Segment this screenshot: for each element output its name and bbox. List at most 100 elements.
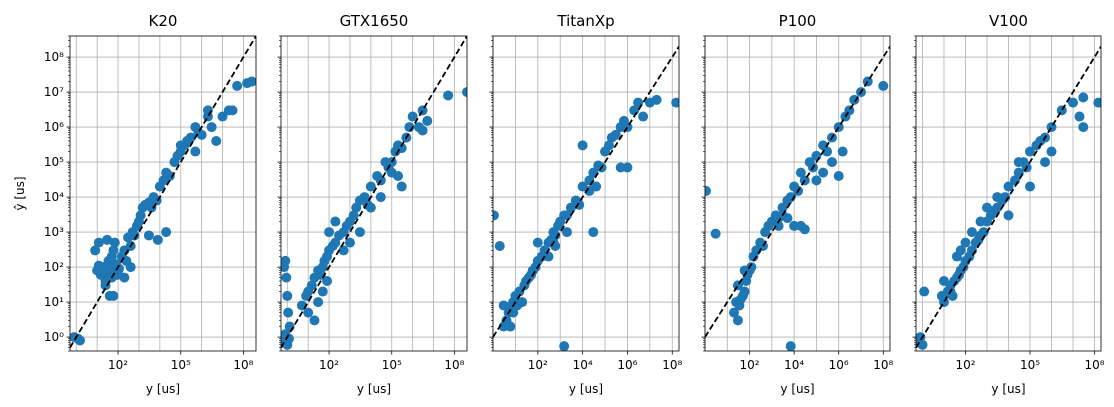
x-tick-label: 10⁶ <box>829 358 849 372</box>
panel-titanxp: 10² 10⁴ 10⁶ 10⁸ TitanXp y [us] <box>489 12 682 396</box>
x-tick-label: 10⁵ <box>171 358 191 372</box>
scatter-point <box>757 241 768 251</box>
x-tick-label: 10² <box>108 358 128 372</box>
panel-k20: 10² 10⁵ 10⁸ 10⁰ 10¹ 10² 10³ 10⁴ 10⁵ 10⁶ 10⁷ 10⁸ ŷ [u… <box>13 12 257 396</box>
scatter-point <box>1046 122 1057 133</box>
scatter-point <box>375 192 386 203</box>
scatter-point <box>417 105 428 116</box>
scatter-point <box>543 251 554 262</box>
scatter-point <box>822 146 833 157</box>
scatter-point <box>1046 146 1057 157</box>
x-tick-label: 10² <box>319 358 339 372</box>
x-axis-label: y [us] <box>780 382 814 396</box>
scatter-point <box>827 157 838 168</box>
axes-frame <box>69 35 257 352</box>
scatter-point <box>517 297 528 308</box>
scatter-point <box>354 227 365 238</box>
scatter-points <box>70 76 256 346</box>
scatter-point <box>74 335 85 346</box>
scatter-point <box>196 129 207 140</box>
scatter-point <box>365 202 376 213</box>
scatter-point <box>710 228 721 239</box>
scatter-point <box>849 94 860 105</box>
chart-title: GTX1650 <box>340 12 409 30</box>
scatter-point <box>739 286 750 297</box>
scatter-point <box>365 181 376 192</box>
scatter-point <box>728 307 739 318</box>
scatter-point <box>919 286 930 297</box>
scatter-point <box>577 140 588 151</box>
scatter-point <box>811 175 822 186</box>
scatter-point <box>494 241 505 251</box>
scatter-point <box>227 105 238 116</box>
scatter-point <box>739 265 750 276</box>
scatter-point <box>306 280 317 291</box>
scatter-point <box>443 90 454 101</box>
y-axis-label: ŷ [us] <box>13 176 27 210</box>
scatter-point <box>1013 157 1024 168</box>
scatter-point <box>108 245 119 256</box>
axes-frame <box>704 35 891 352</box>
scatter-point <box>90 245 101 256</box>
scatter-point <box>493 210 499 221</box>
scatter-point <box>113 263 124 274</box>
scatter-point <box>1003 210 1014 221</box>
chart-title: TitanXp <box>556 12 614 30</box>
x-tick-label: 10⁸ <box>873 358 893 372</box>
scatter-point <box>508 307 519 318</box>
x-tick-label: 10⁴ <box>573 358 593 372</box>
scatter-point <box>202 105 213 116</box>
scatter-point <box>818 167 829 178</box>
scatter-point <box>773 213 784 224</box>
y-tick-label: 10⁴ <box>44 190 64 204</box>
y-tick-label: 10⁶ <box>44 120 64 134</box>
scatter-point <box>143 230 154 241</box>
scatter-point <box>622 122 633 133</box>
scatter-point <box>338 245 349 256</box>
scatter-point <box>1025 181 1036 192</box>
scatter-point <box>108 290 119 301</box>
scatter-point <box>532 237 543 248</box>
scatter-point <box>1078 92 1089 103</box>
scatter-point <box>217 111 228 122</box>
scatter-point <box>396 181 407 192</box>
scatter-point <box>561 227 572 238</box>
scatter-point <box>992 202 1003 213</box>
scatter-point <box>591 181 602 192</box>
scatter-point <box>837 146 848 157</box>
scatter-point <box>917 339 928 350</box>
scatter-point <box>732 315 743 326</box>
scatter-point <box>833 171 844 181</box>
scatter-point <box>129 230 140 241</box>
scatter-point <box>313 297 324 308</box>
x-axis-label: y [us] <box>991 382 1025 396</box>
scatter-point <box>175 140 186 151</box>
scatter-point <box>281 272 292 283</box>
x-tick-label: 10² <box>955 358 975 372</box>
scatter-point <box>393 171 404 181</box>
scatter-point <box>498 300 509 311</box>
scatter-point <box>348 210 359 221</box>
scatter-point <box>135 210 146 221</box>
scatter-point <box>1003 181 1014 192</box>
scatter-point <box>610 129 621 140</box>
scatter-point <box>622 162 633 173</box>
scatter-point <box>417 125 428 136</box>
scatter-point <box>330 216 341 227</box>
scatter-point <box>152 234 163 245</box>
scatter-point <box>588 227 599 238</box>
scatter-point <box>1078 122 1089 133</box>
scatter-point <box>651 94 662 105</box>
scatter-point <box>190 146 201 157</box>
x-tick-label: 10⁸ <box>233 358 253 372</box>
scatter-point <box>978 227 989 238</box>
y-tick-label: 10⁷ <box>44 85 64 99</box>
scatter-point <box>1040 157 1051 168</box>
x-tick-label: 10⁸ <box>1084 358 1104 372</box>
x-tick-label: 10⁴ <box>784 358 804 372</box>
scatter-point <box>795 167 806 178</box>
scatter-point <box>785 341 796 351</box>
y-tick-label: 10¹ <box>44 295 64 309</box>
scatter-point <box>638 111 649 122</box>
